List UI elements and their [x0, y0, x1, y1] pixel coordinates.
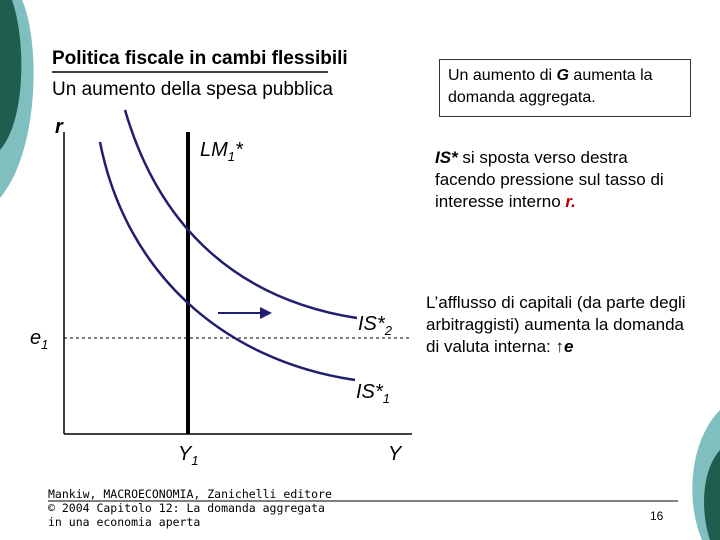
is1-curve: [98, 141, 356, 382]
shift-arrow-icon: [218, 307, 272, 319]
note-capital-inflow: L’afflusso di capitali (da parte degli a…: [426, 292, 688, 358]
note2-text: L’afflusso di capitali (da parte degli a…: [426, 293, 686, 356]
decorative-corner-right: [692, 410, 720, 540]
is2-curve: [123, 109, 358, 320]
explanation-box: Un aumento di G aumenta la domanda aggre…: [439, 59, 691, 117]
e1-label: e1: [30, 327, 48, 352]
y-axis-label: r: [55, 116, 64, 138]
note1-text: si sposta verso destra facendo pressione…: [435, 148, 664, 211]
page-number: 16: [650, 509, 664, 523]
box-text-before: Un aumento di: [448, 67, 557, 84]
up-arrow-icon: ↑: [555, 337, 564, 356]
note1-emph-r: r.: [565, 192, 576, 211]
x-axis-label: Y: [388, 443, 403, 465]
box-text-after: aumenta la domanda aggregata.: [448, 67, 653, 106]
box-emph-g: G: [556, 67, 569, 84]
note-is-shift: IS* si sposta verso destra facendo press…: [435, 147, 675, 213]
footer-rule: [48, 500, 678, 502]
note2-emph-e: e: [563, 337, 574, 356]
y1-label: Y1: [178, 443, 199, 468]
slide-subtitle: Un aumento della spesa pubblica: [52, 79, 333, 100]
lm-label: LM1*: [200, 139, 244, 164]
slide-title: Politica fiscale in cambi flessibili: [52, 48, 348, 69]
is2-label: IS*2: [358, 313, 393, 338]
is1-label: IS*1: [356, 381, 390, 406]
title-underline: [52, 71, 328, 73]
footer-citation: Mankiw, MACROECONOMIA, Zanichelli editor…: [48, 487, 332, 529]
decorative-corner-left: [0, 0, 34, 198]
note1-emph-is: IS*: [435, 148, 458, 167]
